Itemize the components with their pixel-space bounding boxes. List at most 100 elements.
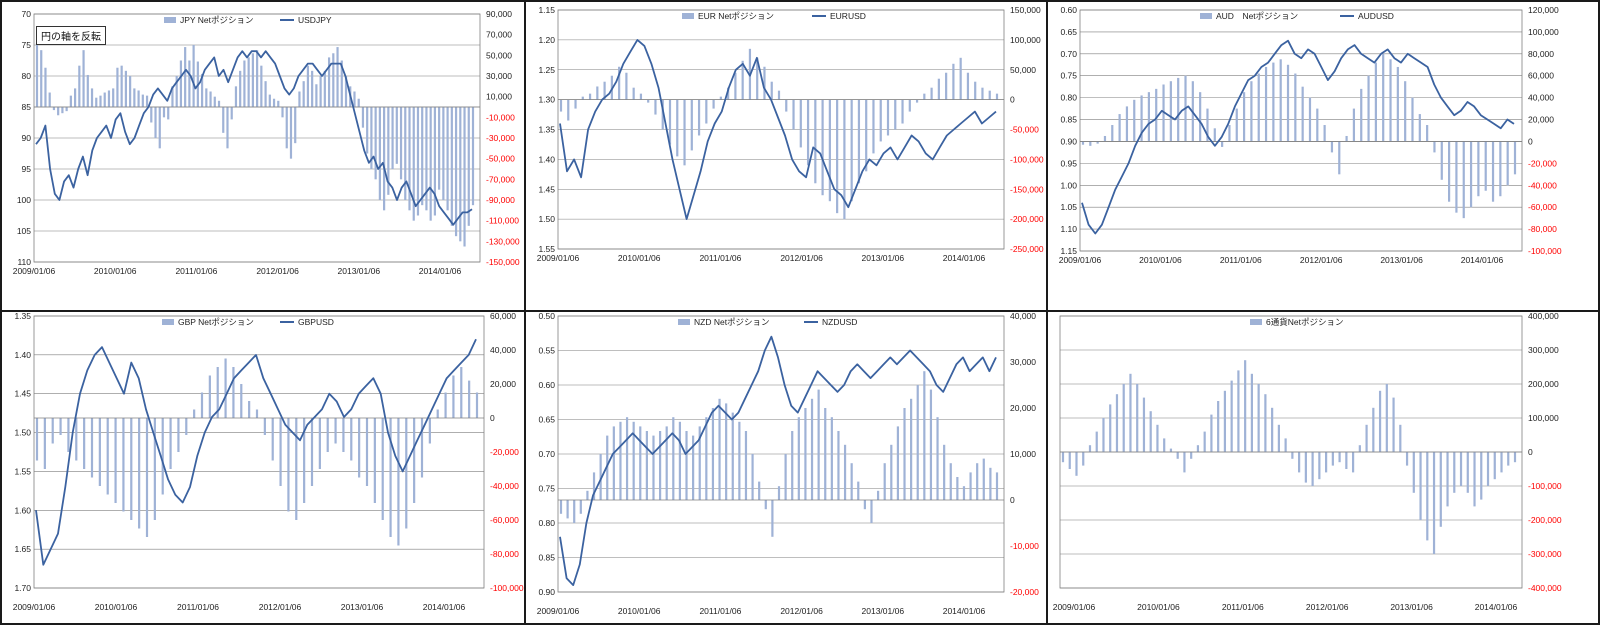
legend-bar-swatch	[678, 319, 690, 325]
position-bar	[116, 67, 119, 107]
position-bar	[559, 500, 563, 514]
x-tick-label: 2011/01/06	[1222, 602, 1264, 612]
position-bar	[806, 99, 810, 166]
chart-aud: 0.60 0.65 0.70 0.75 0.80 0.85 0.90 0.95 1.00 1.05…	[1046, 0, 1600, 312]
position-bar	[112, 88, 115, 107]
position-bar	[1068, 452, 1071, 469]
y-right-tick-label: -400,000	[1528, 583, 1562, 593]
position-bar	[1089, 141, 1092, 146]
position-bar	[1459, 452, 1463, 486]
x-tick-label: 2010/01/06	[95, 602, 138, 612]
y-right-tick-label: 70,000	[486, 30, 512, 40]
y-left-tick-label: 0.55	[538, 346, 555, 356]
position-bar	[350, 418, 353, 461]
position-bar	[1372, 407, 1375, 452]
position-bar	[738, 421, 741, 500]
position-bar	[260, 65, 263, 107]
position-bar	[272, 98, 276, 107]
x-tick-label: 2013/01/06	[1380, 255, 1423, 265]
chart-six-currency: 400,000 300,000 200,000 100,000 0 -100,000 -20…	[1046, 310, 1600, 625]
x-tick-label: 2013/01/06	[341, 602, 384, 612]
position-bar	[625, 72, 628, 100]
position-bar	[103, 92, 106, 107]
position-bar	[90, 418, 94, 478]
position-bar	[1203, 431, 1206, 452]
position-bar	[387, 107, 390, 195]
position-bar	[106, 418, 109, 495]
position-bar	[209, 91, 212, 107]
position-bar	[945, 72, 948, 100]
rate-line	[35, 50, 473, 226]
position-bar	[167, 107, 170, 120]
y-left-tick-label: 0.75	[1060, 71, 1077, 81]
position-bar	[205, 88, 208, 107]
position-bar	[271, 418, 274, 461]
position-bar	[303, 418, 306, 503]
y-left-tick-label: 0.80	[1060, 93, 1077, 103]
position-bar	[678, 421, 682, 500]
position-bar	[817, 389, 820, 500]
y-right-tick-label: 0	[1528, 136, 1533, 146]
position-bar	[1223, 390, 1227, 452]
position-bar	[916, 385, 919, 500]
position-bar	[1081, 141, 1085, 145]
position-bar	[685, 431, 688, 500]
position-bar	[566, 500, 569, 519]
y-right-tick-label: -100,000	[1528, 481, 1562, 491]
position-bar	[1338, 452, 1341, 463]
chart-eur-svg: 1.15 1.20 1.25 1.30 1.35 1.40 1.45 1.50 1.55 150,…	[537, 5, 1044, 263]
y-right-tick-label: -30,000	[486, 133, 515, 143]
position-bar	[683, 99, 686, 166]
plot-area	[1079, 9, 1523, 252]
position-bar	[130, 418, 133, 520]
position-bar	[230, 107, 233, 120]
position-bar	[452, 375, 455, 418]
position-bar	[336, 47, 339, 107]
position-bar	[213, 96, 216, 107]
position-bar	[59, 418, 62, 435]
position-bar	[177, 418, 180, 452]
x-tick-label: 2012/01/06	[780, 253, 823, 263]
position-bar	[319, 76, 322, 107]
position-bar	[719, 96, 722, 100]
y-right-tick-label: 100,000	[1010, 35, 1041, 45]
position-bar	[1399, 424, 1402, 452]
position-bar	[697, 99, 701, 136]
position-bar	[425, 107, 428, 211]
position-bar	[268, 94, 271, 107]
y-left-tick-label: 1.65	[14, 544, 31, 554]
position-bar	[836, 99, 839, 214]
x-tick-label: 2009/01/06	[1053, 602, 1096, 612]
position-bar	[1513, 141, 1517, 175]
position-bar	[658, 431, 662, 500]
position-bar	[357, 98, 360, 107]
position-bar	[365, 418, 369, 486]
y-left-tick-label: 0.60	[538, 380, 555, 390]
position-bar	[289, 107, 293, 159]
y-left-tick-label: 110	[17, 257, 31, 267]
position-bar	[255, 409, 259, 418]
y-left-tick-label: 0.80	[538, 518, 555, 528]
position-bar	[1155, 88, 1158, 142]
position-bar	[179, 60, 183, 107]
position-bar	[263, 418, 266, 435]
position-bar	[731, 412, 734, 500]
position-bar	[618, 66, 621, 100]
position-bar	[279, 418, 282, 486]
y-left-tick-label: 75	[22, 40, 32, 50]
position-bar	[370, 107, 373, 169]
position-bar	[930, 87, 933, 100]
position-bar	[712, 99, 715, 109]
position-bar	[318, 418, 321, 469]
position-bar	[1096, 141, 1099, 144]
position-bar	[718, 398, 721, 500]
position-bar	[162, 107, 166, 118]
position-bar	[791, 431, 794, 500]
position-bar	[1382, 53, 1385, 142]
position-bar	[890, 444, 893, 500]
position-bar	[154, 107, 157, 138]
position-bar	[1103, 135, 1107, 142]
y-left-tick-label: 1.40	[538, 154, 555, 164]
y-right-tick-label: -100,000	[490, 583, 524, 593]
y-right-tick-label: -40,000	[490, 481, 519, 491]
